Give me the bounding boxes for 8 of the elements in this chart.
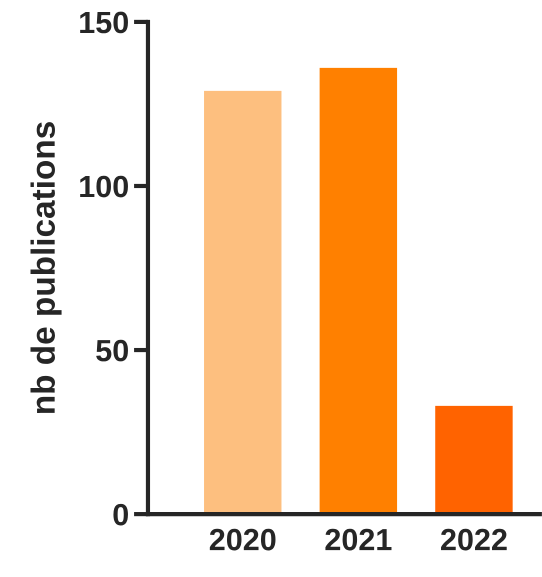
- x-tick-label: 2022: [441, 528, 507, 550]
- y-tick-label: 0: [113, 504, 128, 526]
- y-tick-label: 150: [80, 12, 128, 34]
- y-axis-title: nb de publications: [30, 122, 62, 414]
- x-tick-label: 2020: [210, 528, 276, 550]
- y-tick-label: 100: [80, 176, 128, 198]
- y-tick-label: 50: [96, 340, 128, 362]
- x-tick-label: 2021: [325, 528, 392, 550]
